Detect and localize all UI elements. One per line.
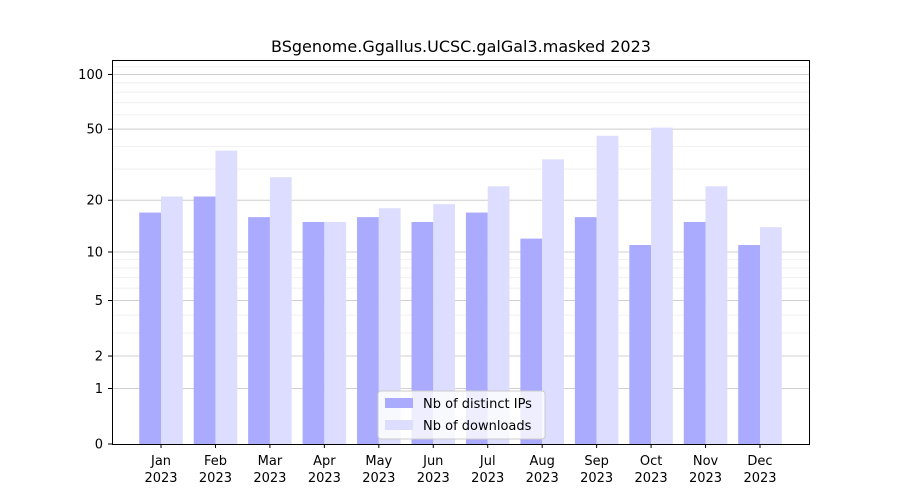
bar-downloads-apr [324,221,347,444]
x-tick-label-year: 2023 [253,471,286,486]
bar-distinct-ips-jun [411,221,434,444]
legend-label-distinct-ips: Nb of distinct IPs [423,397,532,412]
x-tick-label-month: Jan [150,454,171,469]
x-tick-label-year: 2023 [144,471,177,486]
x-tick-label-month: Dec [747,454,772,469]
bar-downloads-feb [215,150,238,444]
bar-distinct-ips-jul [465,212,488,444]
x-tick-label-month: Jun [422,454,443,469]
bar-distinct-ips-may [357,217,379,444]
bar-downloads-oct [651,127,673,444]
x-tick-label-month: May [365,454,392,469]
y-tick-label: 100 [78,68,103,83]
x-tick-label-month: Mar [258,454,283,469]
bar-distinct-ips-sep [574,217,597,444]
x-tick-label-month: Aug [529,454,554,469]
y-axis: 0 1 2 5 10 20 50 100 [78,68,112,453]
x-axis: Jan 2023 Feb 2023 Mar 2023 Apr 2023 May 2023 Jun 20… [144,444,777,486]
bar-distinct-ips-jan [139,212,162,444]
x-tick-label-year: 2023 [417,471,450,486]
bar-downloads-nov [705,186,728,444]
x-tick-label-year: 2023 [743,471,776,486]
bar-distinct-ips-dec [738,245,760,444]
x-tick-label-year: 2023 [308,471,341,486]
chart-title: BSgenome.Ggallus.UCSC.galGal3.masked 202… [271,37,651,56]
x-tick-label-year: 2023 [635,471,668,486]
x-tick-label-year: 2023 [689,471,722,486]
x-tick-label-month: Oct [640,454,662,469]
bar-distinct-ips-oct [629,245,652,444]
y-tick-label: 20 [86,194,103,209]
x-tick-label-month: Nov [693,454,719,469]
legend-swatch-distinct-ips [385,398,413,408]
bar-distinct-ips-feb [193,196,216,444]
x-tick-label-year: 2023 [580,471,613,486]
bar-distinct-ips-mar [248,217,270,444]
legend-swatch-downloads [385,420,413,430]
y-tick-label: 0 [95,438,103,453]
x-tick-label-year: 2023 [199,471,232,486]
bar-distinct-ips-nov [683,221,706,444]
x-tick-label-year: 2023 [471,471,504,486]
legend-frame [377,390,546,440]
bar-downloads-may [378,208,401,444]
bar-distinct-ips-apr [302,221,325,444]
bar-downloads-aug [542,159,564,444]
bar-downloads-dec [759,227,782,444]
bar-downloads-sep [596,135,619,444]
x-tick-label-year: 2023 [362,471,395,486]
x-tick-label-year: 2023 [526,471,559,486]
y-tick-label: 10 [86,246,103,261]
legend: Nb of distinct IPs Nb of downloads [377,390,546,440]
y-tick-label: 50 [86,123,103,138]
x-tick-label-month: Feb [204,454,227,469]
bar-downloads-jul [487,186,510,444]
bar-downloads-jun [433,204,456,444]
plot-frame [112,60,810,445]
bar-downloads-mar [269,177,292,445]
x-tick-label-month: Apr [313,454,336,469]
bar-downloads-jan [161,196,183,444]
y-tick-label: 1 [95,382,103,397]
legend-label-downloads: Nb of downloads [423,419,532,434]
y-tick-label: 2 [95,350,103,365]
x-tick-label-month: Jul [479,454,496,469]
x-tick-label-month: Sep [584,454,609,469]
y-tick-label: 5 [95,294,103,309]
